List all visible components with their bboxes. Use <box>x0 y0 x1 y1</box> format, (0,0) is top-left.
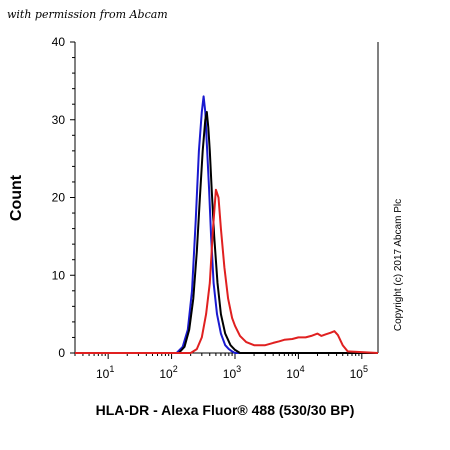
chart-series <box>75 95 379 354</box>
y-tick-label: 10 <box>52 268 66 282</box>
copyright-text: Copyright (c) 2017 Abcam Plc <box>393 198 404 332</box>
x-tick-label: 105 <box>350 364 368 381</box>
x-axis-label: HLA-DR - Alexa Fluor® 488 (530/30 BP) <box>95 402 355 418</box>
histogram-line-1 <box>75 95 378 354</box>
histogram-line-3 <box>75 188 379 354</box>
x-tick-label: 101 <box>96 364 114 381</box>
x-tick-label: 102 <box>159 364 177 381</box>
chart-axes <box>74 42 379 354</box>
histogram-line-2 <box>75 111 378 354</box>
y-tick-label: 40 <box>52 35 66 49</box>
x-tick-label: 103 <box>223 364 241 381</box>
y-tick-label: 20 <box>52 191 66 205</box>
watermark-text: with permission from Abcam <box>7 8 168 21</box>
y-tick-label: 30 <box>52 113 66 127</box>
y-tick-label: 0 <box>58 346 65 360</box>
y-axis-label: Count <box>8 174 25 222</box>
x-tick-label: 104 <box>286 364 304 381</box>
